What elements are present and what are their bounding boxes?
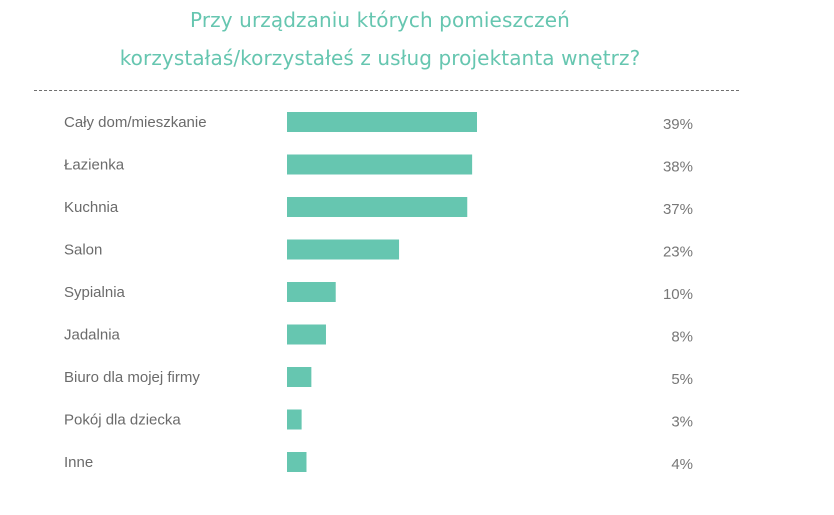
- value-label: 23%: [663, 244, 693, 261]
- value-label: 38%: [663, 159, 693, 176]
- bar: [287, 452, 307, 472]
- bar: [287, 112, 477, 132]
- category-label: Sypialnia: [64, 284, 126, 301]
- bar: [287, 239, 400, 260]
- bar: [287, 154, 473, 175]
- category-label: Inne: [64, 454, 93, 471]
- category-label: Pokój dla dziecka: [64, 412, 181, 429]
- category-label: Jadalnia: [64, 327, 121, 344]
- bar: [287, 282, 336, 302]
- category-label: Biuro dla mojej firmy: [64, 369, 200, 386]
- value-label: 8%: [671, 329, 693, 346]
- category-label: Salon: [64, 242, 102, 259]
- chart-title-line-2: korzystałaś/korzystałeś z usług projekta…: [119, 46, 641, 70]
- bar: [287, 197, 468, 217]
- bar: [287, 367, 312, 387]
- value-label: 10%: [663, 286, 693, 303]
- category-label: Łazienka: [64, 157, 125, 174]
- value-label: 3%: [671, 414, 693, 431]
- value-label: 4%: [671, 456, 693, 473]
- bar: [287, 324, 326, 345]
- value-label: 37%: [663, 201, 693, 218]
- category-label: Kuchnia: [64, 199, 119, 216]
- value-label: 39%: [663, 116, 693, 133]
- bar: [287, 409, 302, 430]
- chart-title-line-1: Przy urządzaniu których pomieszczeń: [190, 8, 570, 32]
- value-label: 5%: [671, 371, 693, 388]
- category-label: Cały dom/mieszkanie: [64, 114, 207, 131]
- dashed-divider: [34, 90, 739, 91]
